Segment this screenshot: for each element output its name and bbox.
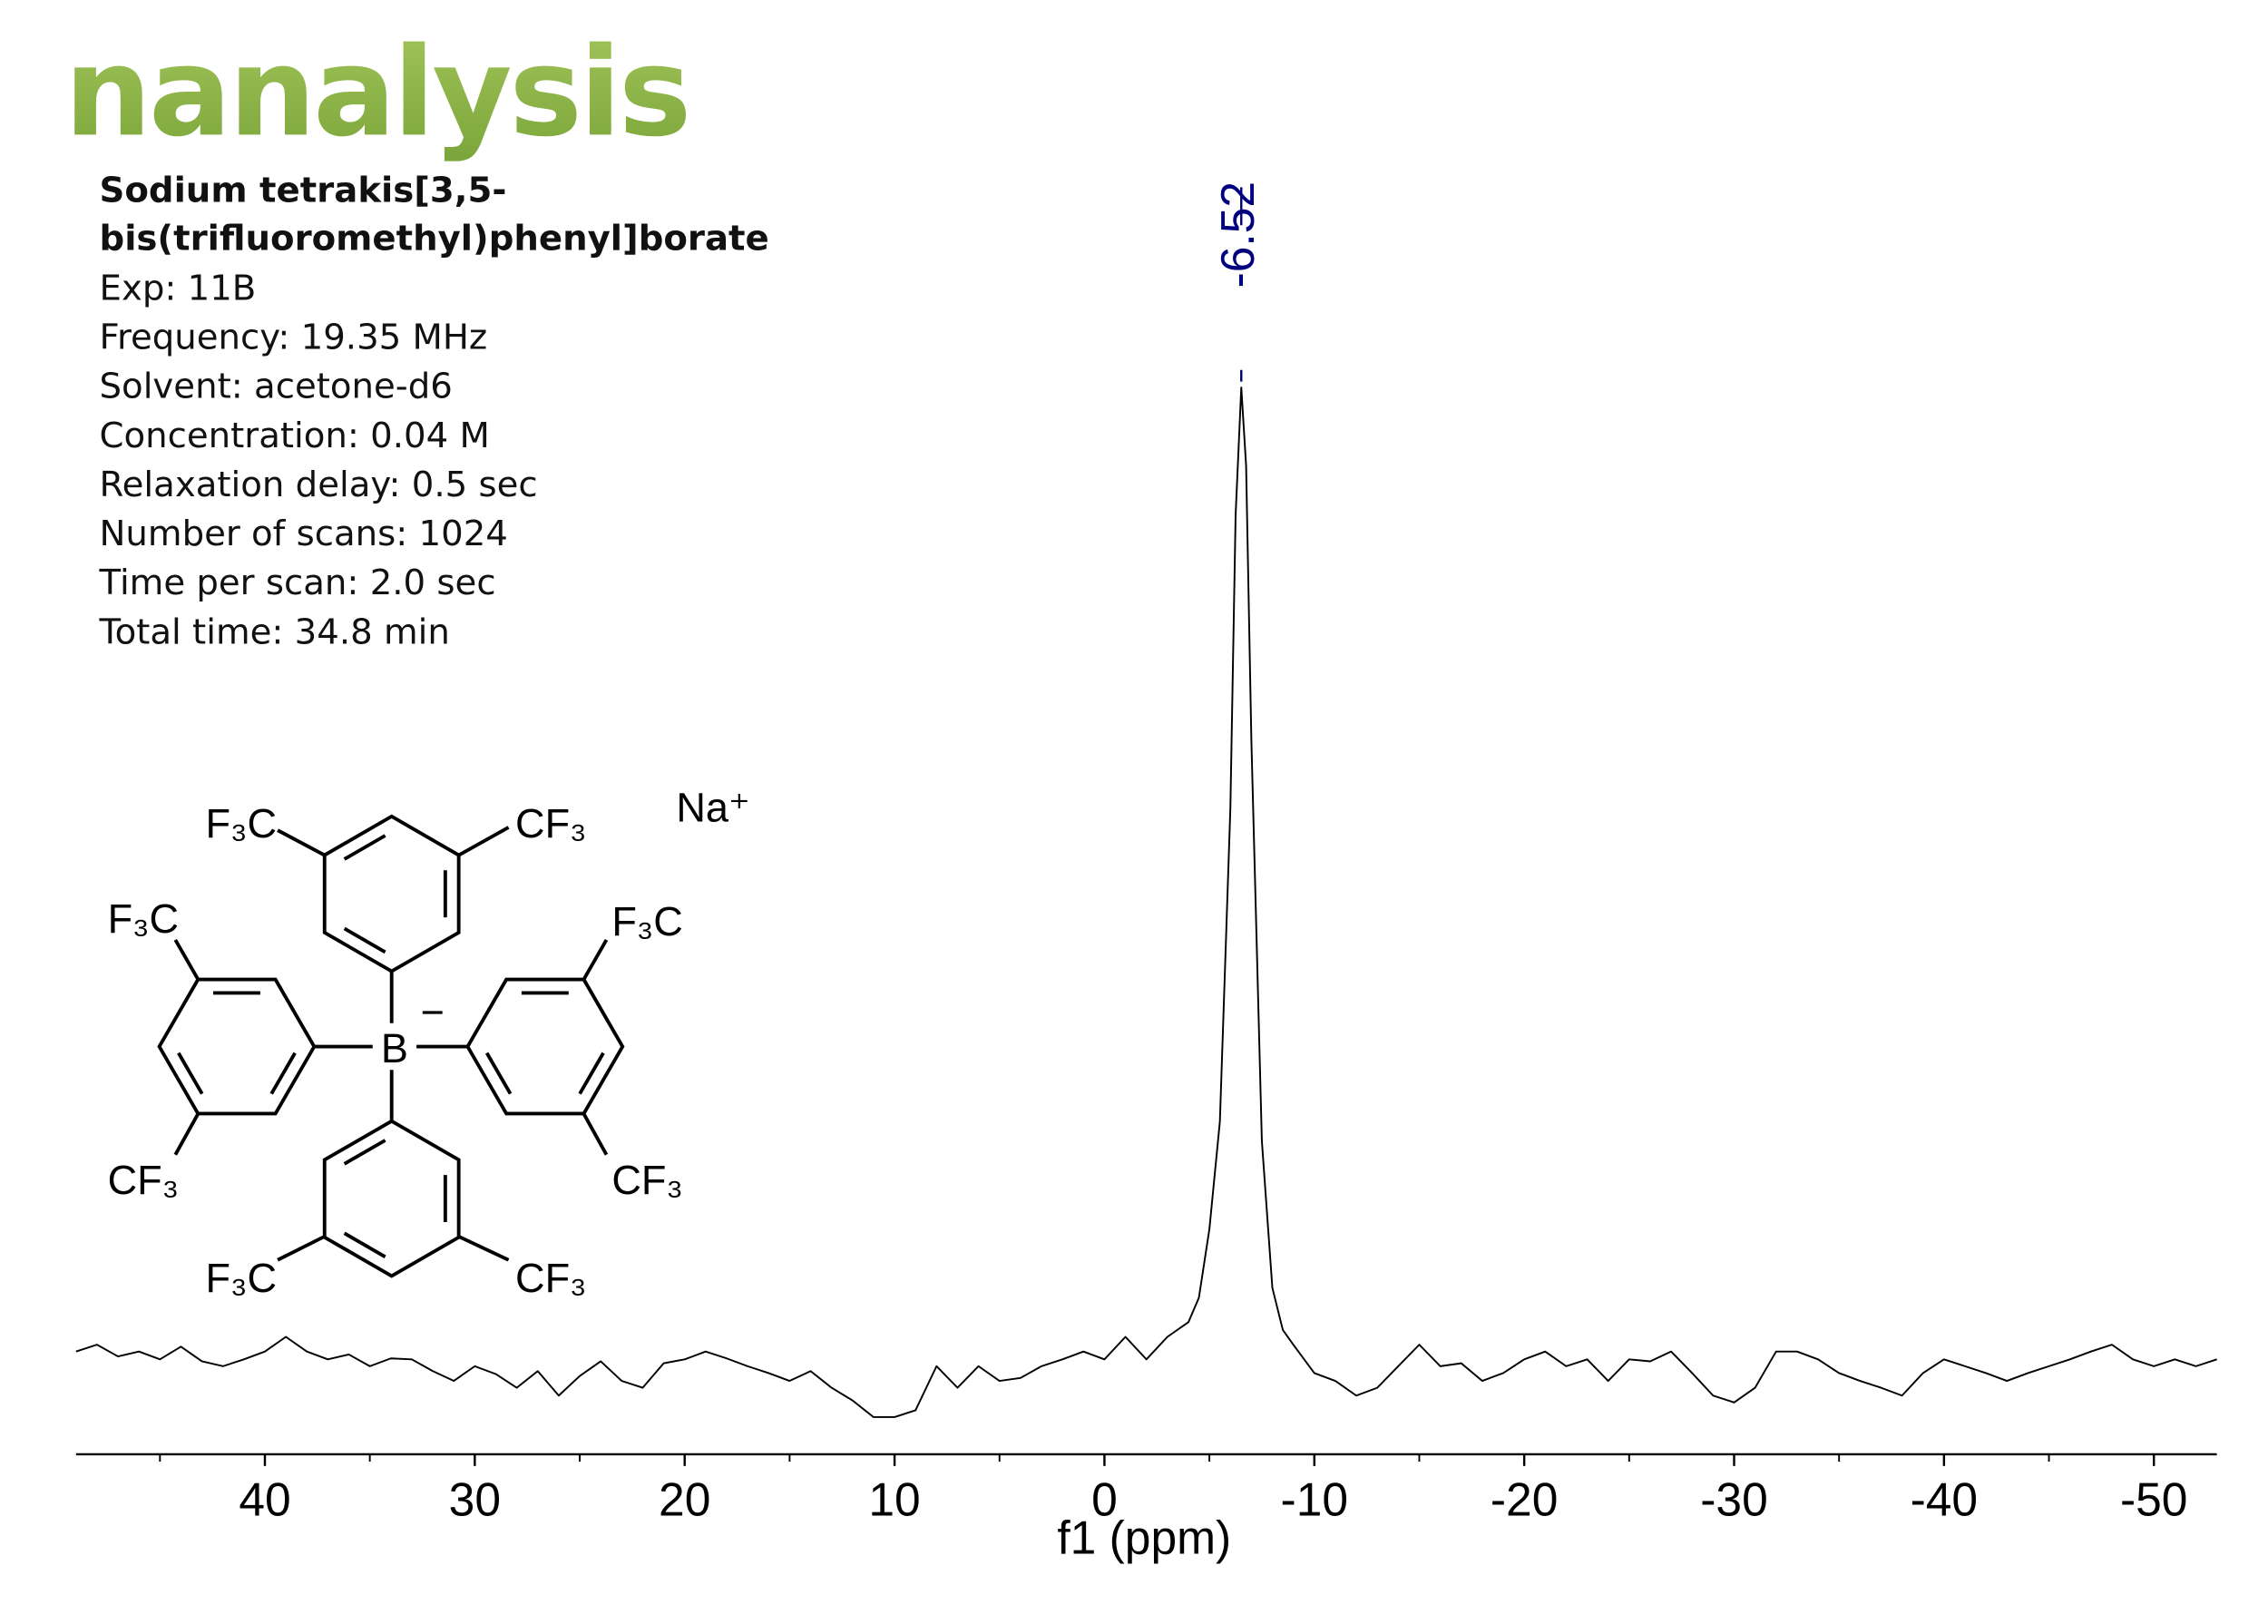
atom-label: Na⁺ (676, 784, 749, 830)
x-tick-label: -10 (1281, 1473, 1348, 1526)
x-tick-label: -30 (1700, 1473, 1767, 1526)
bond (582, 1112, 609, 1156)
atom-label: − (421, 989, 445, 1035)
benzene-ring (322, 1119, 461, 1278)
double-bond (343, 926, 386, 954)
benzene-ring (157, 977, 317, 1116)
atom-label: F₃C (206, 1255, 277, 1301)
info-line: Concentration: 0.04 M (100, 416, 490, 456)
compound-title: Sodium tetrakis[3,5- (100, 170, 507, 210)
double-bond (177, 1052, 204, 1095)
info-line: Time per scan: 2.0 sec (99, 563, 496, 603)
double-bond (269, 1052, 297, 1095)
x-tick-label: 20 (659, 1473, 710, 1526)
bond (457, 1235, 510, 1262)
x-tick-label: 40 (239, 1473, 290, 1526)
atom-label: CF₃ (611, 1157, 682, 1203)
double-bond (578, 1052, 605, 1095)
x-tick-label: 30 (449, 1473, 501, 1526)
spectrum-line (75, 386, 2217, 1418)
atom-label: F₃C (206, 800, 277, 846)
x-tick-label: 10 (868, 1473, 920, 1526)
x-tick-label: -50 (2120, 1473, 2187, 1526)
bond (582, 938, 609, 981)
bond (277, 828, 326, 857)
atom-label: F₃C (108, 895, 179, 942)
info-line: Relaxation delay: 0.5 sec (100, 465, 538, 505)
bond (173, 938, 200, 981)
logo: nanalysis (64, 20, 689, 163)
x-axis-label: f1 (ppm) (1057, 1511, 1231, 1563)
atom-label: CF₃ (515, 1255, 586, 1301)
double-bond (484, 1052, 513, 1095)
bond (457, 826, 510, 857)
peak-label: -6.52 (1211, 181, 1264, 288)
double-bond (343, 1231, 386, 1258)
x-tick-label: 0 (1091, 1473, 1118, 1526)
info-line: Solvent: acetone-d6 (100, 367, 453, 407)
atom-label: CF₃ (108, 1157, 179, 1203)
x-tick-label: -40 (1911, 1473, 1978, 1526)
double-bond (343, 1139, 386, 1166)
info-line: Frequency: 19.35 MHz (100, 318, 488, 358)
atom-label: CF₃ (515, 800, 586, 846)
benzene-ring (322, 814, 461, 973)
info-line: Total time: 34.8 min (99, 611, 450, 652)
compound-title: bis(trifluoromethyl)phenyl]borate (100, 219, 769, 259)
double-bond (343, 834, 386, 861)
info-line: Number of scans: 1024 (100, 514, 508, 554)
benzene-ring (465, 977, 625, 1116)
x-tick-label: -20 (1491, 1473, 1558, 1526)
bond (173, 1112, 200, 1156)
atom-label: B (381, 1025, 408, 1071)
atom-label: F₃C (611, 898, 682, 944)
info-line: Exp: 11B (100, 268, 257, 308)
bond (277, 1235, 326, 1262)
